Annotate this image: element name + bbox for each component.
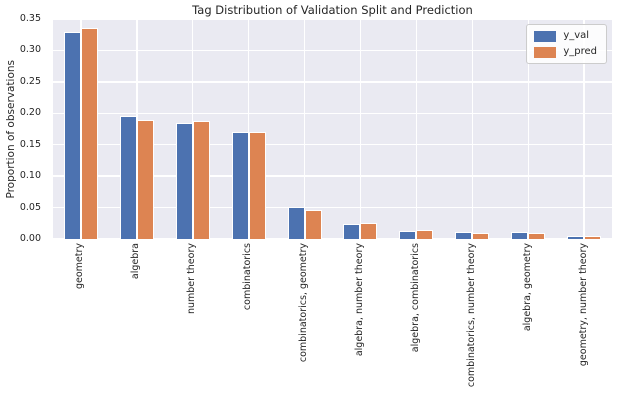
- bar-y_pred: [416, 229, 434, 239]
- gridline: [415, 19, 418, 239]
- bar-y_pred: [136, 119, 154, 239]
- bar-groups: [53, 19, 612, 239]
- legend: y_val y_pred: [526, 24, 607, 64]
- bar-y_val: [399, 231, 417, 239]
- y-tick-label: 0.05: [19, 201, 41, 213]
- bars: [388, 19, 444, 239]
- bars: [277, 19, 333, 239]
- x-tick-label: combinatorics, number theory: [465, 243, 477, 388]
- x-tick-label: combinatorics: [242, 243, 254, 311]
- bar-group: [53, 19, 109, 239]
- bar-y_pred: [80, 28, 98, 239]
- gridline: [303, 19, 306, 239]
- gridline: [583, 19, 585, 239]
- y-tick-label: 0.35: [19, 13, 41, 24]
- x-tick-label: algebra, geometry: [521, 243, 533, 332]
- y-tick-label: 0.20: [19, 107, 41, 119]
- bars: [53, 19, 109, 239]
- y-tick-label: 0.00: [19, 233, 41, 244]
- bar-group: [500, 19, 556, 239]
- bar-y_val: [231, 131, 249, 239]
- bar-y_pred: [584, 235, 602, 239]
- legend-patch-y_val: [534, 30, 557, 42]
- gridline: [53, 112, 612, 114]
- x-tick-labels: geometry algebra number theory combinatoric…: [53, 243, 612, 399]
- bar-y_val: [343, 223, 361, 239]
- bar-y_val: [455, 232, 473, 239]
- gridline: [53, 144, 612, 146]
- bar-y_pred: [192, 121, 210, 239]
- x-tick-label: geometry: [74, 243, 86, 290]
- bar-y_pred: [248, 131, 266, 239]
- bar-y_val: [63, 31, 81, 239]
- bars: [500, 19, 556, 239]
- chart-title: Tag Distribution of Validation Split and…: [192, 3, 473, 17]
- bar-y_pred: [528, 232, 546, 239]
- x-tick-label: geometry, number theory: [577, 243, 589, 367]
- bar-group: [444, 19, 500, 239]
- legend-entry-y_val: y_val: [534, 30, 597, 42]
- bar-y_val: [567, 235, 585, 239]
- bar-group: [277, 19, 333, 239]
- x-tick-cell: combinatorics, geometry: [277, 243, 333, 399]
- gridline: [53, 175, 612, 177]
- gridline: [527, 19, 529, 239]
- bars: [165, 19, 221, 239]
- bar-group: [556, 19, 612, 239]
- bar-group: [333, 19, 389, 239]
- x-tick-cell: geometry: [53, 243, 109, 399]
- bars: [556, 19, 612, 239]
- gridline: [53, 19, 612, 20]
- y-tick-label: 0.15: [19, 138, 41, 150]
- x-tick-label: algebra, number theory: [354, 243, 366, 357]
- legend-label: y_pred: [563, 46, 597, 57]
- bar-y_val: [287, 206, 305, 239]
- legend-label: y_val: [563, 30, 590, 41]
- bar-y_pred: [472, 233, 490, 239]
- x-tick-label: combinatorics, geometry: [298, 243, 310, 363]
- bar-group: [388, 19, 444, 239]
- legend-entry-y_pred: y_pred: [534, 46, 597, 58]
- x-tick-cell: combinatorics: [221, 243, 277, 399]
- x-tick-cell: number theory: [165, 243, 221, 399]
- bar-group: [221, 19, 277, 239]
- x-tick-cell: geometry, number theory: [556, 243, 612, 399]
- gridline: [471, 19, 473, 239]
- x-tick-cell: algebra: [109, 243, 165, 399]
- bars: [444, 19, 500, 239]
- y-tick-labels: 0.00 0.05 0.10 0.15 0.20 0.25 0.30 0.35: [0, 14, 47, 244]
- bars: [109, 19, 165, 239]
- bar-y_val: [175, 123, 193, 239]
- bar-group: [165, 19, 221, 239]
- gridline: [359, 19, 362, 239]
- gridline: [53, 238, 612, 239]
- x-tick-label: number theory: [186, 243, 198, 315]
- bar-y_val: [511, 232, 529, 239]
- y-tick-label: 0.30: [19, 44, 41, 56]
- gridline: [53, 49, 612, 52]
- y-tick-label: 0.25: [19, 75, 41, 87]
- x-tick-label: algebra: [130, 243, 142, 280]
- bars: [221, 19, 277, 239]
- x-tick-cell: algebra, number theory: [333, 243, 389, 399]
- gridline: [53, 206, 612, 209]
- bar-y_pred: [360, 222, 378, 239]
- bar-y_pred: [304, 210, 322, 239]
- bar-group: [109, 19, 165, 239]
- x-tick-cell: algebra, geometry: [500, 243, 556, 399]
- y-tick-label: 0.10: [19, 170, 41, 182]
- bars: [333, 19, 389, 239]
- gridline: [247, 19, 250, 239]
- bar-y_val: [119, 116, 137, 239]
- x-tick-label: algebra, combinatorics: [409, 243, 421, 353]
- x-tick-cell: algebra, combinatorics: [388, 243, 444, 399]
- legend-patch-y_pred: [534, 46, 557, 58]
- x-tick-cell: combinatorics, number theory: [444, 243, 500, 399]
- gridline: [53, 81, 612, 83]
- plot-area: y_val y_pred: [53, 19, 612, 239]
